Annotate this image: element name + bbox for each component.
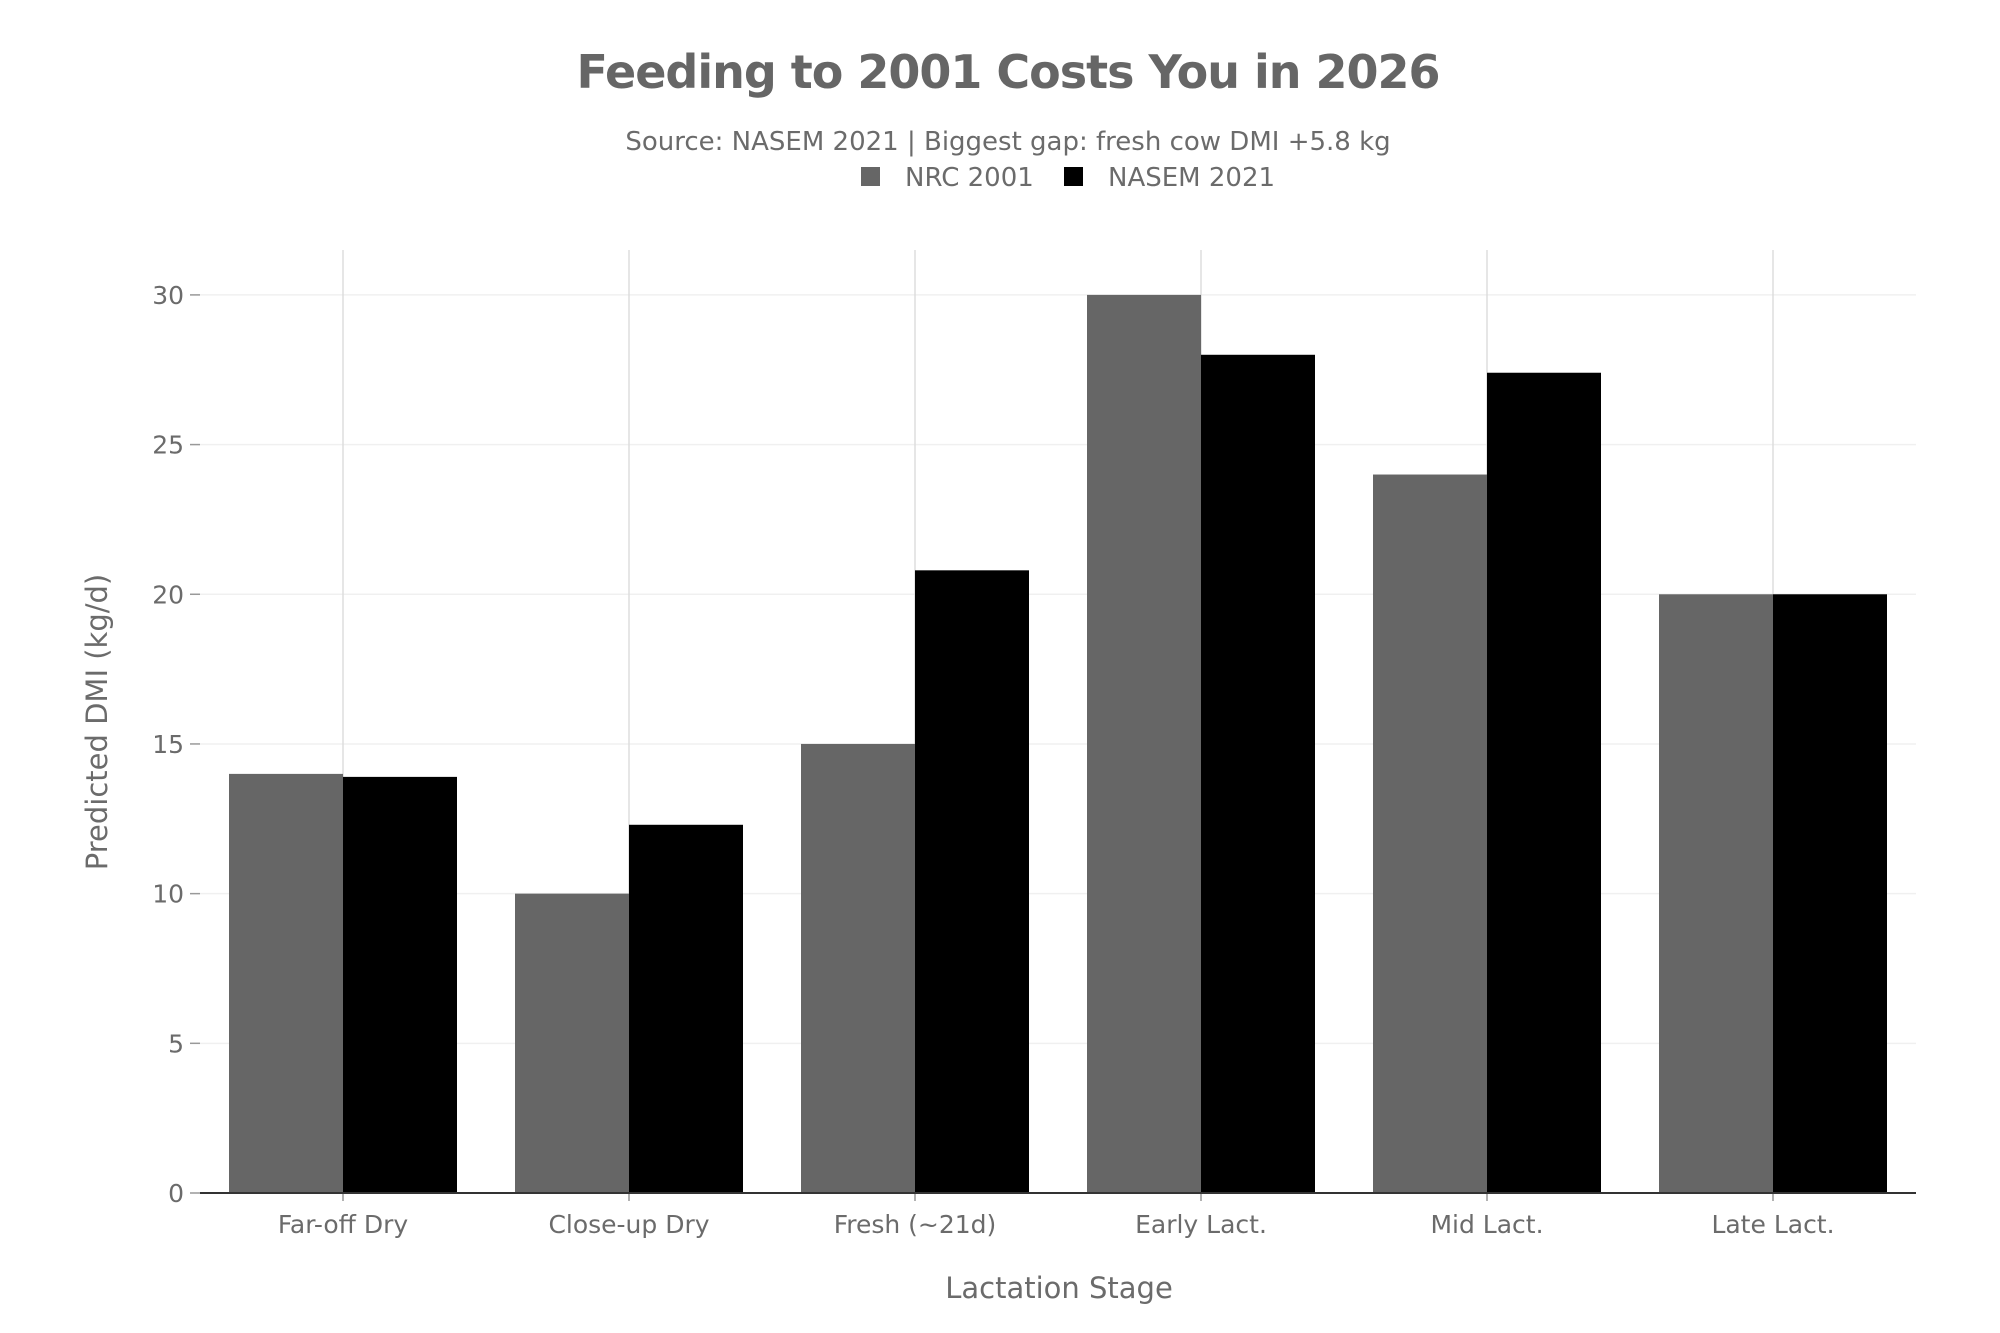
x-tick-label: Fresh (~21d) bbox=[834, 1210, 997, 1239]
x-tick-label: Early Lact. bbox=[1135, 1210, 1267, 1239]
y-tick-label: 0 bbox=[168, 1179, 184, 1208]
x-tick-label: Late Lact. bbox=[1711, 1210, 1834, 1239]
x-axis-title: Lactation Stage bbox=[945, 1271, 1173, 1305]
bar-nrc-2001-2 bbox=[801, 743, 915, 1193]
bar-nrc-2001-0 bbox=[229, 773, 343, 1193]
label-layer: 0 5 10 15 20 25 30 Far-off Dry Close-up Dry Fresh… bbox=[152, 281, 1834, 1239]
bar-nasem-2021-1 bbox=[629, 824, 743, 1193]
bar-nrc-2001-1 bbox=[515, 893, 629, 1193]
y-tick-label: 25 bbox=[152, 431, 184, 460]
legend-label-nrc-2001: NRC 2001 bbox=[905, 163, 1034, 193]
bar-nrc-2001-4 bbox=[1373, 474, 1487, 1193]
legend-label-nasem-2021: NASEM 2021 bbox=[1108, 163, 1275, 193]
bar-nrc-2001-5 bbox=[1659, 594, 1773, 1193]
y-axis-title: Predicted DMI (kg/d) bbox=[80, 574, 114, 871]
legend-swatch-nasem-2021 bbox=[1064, 167, 1083, 186]
chart-subtitle: Source: NASEM 2021 | Biggest gap: fresh … bbox=[625, 127, 1390, 157]
legend-swatch-nrc-2001 bbox=[861, 167, 880, 186]
x-tick-label: Mid Lact. bbox=[1430, 1210, 1543, 1239]
y-tick-label: 5 bbox=[168, 1029, 184, 1058]
bar-nasem-2021-4 bbox=[1487, 372, 1601, 1193]
bar-nasem-2021-3 bbox=[1201, 354, 1315, 1193]
bar-nasem-2021-0 bbox=[343, 776, 457, 1193]
legend: NRC 2001 NASEM 2021 bbox=[861, 163, 1275, 193]
bar-nasem-2021-5 bbox=[1773, 594, 1887, 1193]
bar-layer bbox=[229, 294, 1887, 1193]
x-tick-label: Far-off Dry bbox=[278, 1210, 409, 1239]
y-tick-label: 10 bbox=[152, 880, 184, 909]
y-tick-label: 20 bbox=[152, 580, 184, 609]
chart-title: Feeding to 2001 Costs You in 2026 bbox=[576, 45, 1439, 99]
y-tick-label: 15 bbox=[152, 730, 184, 759]
x-tick-label: Close-up Dry bbox=[548, 1210, 709, 1239]
bar-nasem-2021-2 bbox=[915, 570, 1029, 1193]
bar-nrc-2001-3 bbox=[1087, 294, 1201, 1193]
y-tick-label: 30 bbox=[152, 281, 184, 310]
